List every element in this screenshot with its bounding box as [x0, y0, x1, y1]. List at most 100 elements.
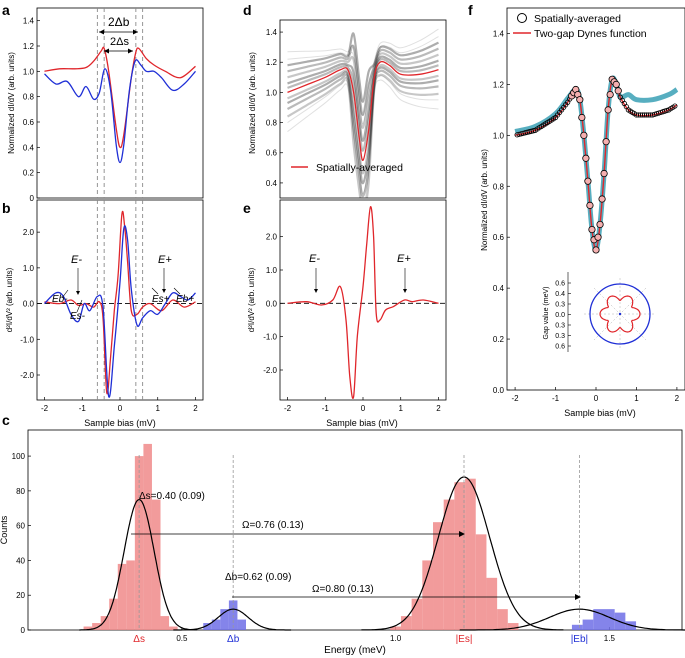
y-tick-label: 1.2 [23, 42, 35, 51]
data-point [594, 233, 602, 241]
y-tick-label: 1.4 [493, 29, 505, 38]
histogram-bar [117, 563, 127, 630]
panel-d-legend-label: Spatially-averaged [316, 162, 403, 174]
y-tick-label: 0.6 [23, 118, 35, 127]
data-point [586, 201, 594, 209]
spectrum-trace [287, 32, 439, 103]
annotation-eb-minus: Eb- [52, 294, 68, 305]
x-tick-label: 0 [118, 404, 123, 413]
x-tick-label: 1.5 [604, 634, 616, 643]
panel-e: -2.0 -1.0 0.0 1.0 2.0 -2 -1 0 1 2 d²I/dV² (arb. … [247, 199, 447, 428]
histogram-bar [92, 623, 101, 630]
panel-a-y-axis: 0 0.2 0.4 0.6 0.8 1.0 1.2 1.4 [23, 17, 40, 203]
spectrum-trace [286, 73, 439, 198]
gap-arrow-s [104, 48, 133, 54]
data-point [588, 225, 596, 234]
panel-f-x-axis: -2 -1 0 1 2 [512, 387, 680, 403]
x-tick-label: -2 [41, 404, 49, 413]
inset-tick-label: 0.3 [555, 323, 565, 330]
panel-f-xlabel: Sample bias (mV) [564, 408, 636, 418]
x-tick-label: 1.0 [390, 634, 402, 643]
y-tick-label: 0.4 [266, 179, 278, 188]
panel-a-series [44, 46, 196, 164]
histogram-bar [443, 499, 455, 630]
inset-tick-label: 0.3 [555, 333, 565, 340]
gaussian-fit-curve [173, 608, 292, 631]
annotation-delta-b: Δb=0.62 (0.09) [225, 572, 291, 583]
series-line-blue [44, 225, 196, 398]
x-tick-label: 1 [634, 394, 639, 403]
panel-label-a: a [2, 2, 10, 18]
series-line-blue [44, 59, 196, 164]
data-point [580, 131, 588, 139]
panel-c-ylabel: Counts [0, 515, 9, 544]
panel-label-b: b [2, 200, 11, 216]
data-point [592, 246, 600, 254]
inset-blue-circle [589, 283, 651, 345]
y-tick-label: 0.0 [493, 386, 505, 395]
panel-f-legend-label-1: Two-gap Dynes function [534, 28, 647, 40]
panel-b-x-axis: -2 -1 0 1 2 [41, 397, 198, 413]
gaussian-fit-curve [459, 608, 685, 631]
panel-d-y-axis: 0.4 0.6 0.8 1.0 1.2 1.4 [266, 28, 283, 188]
x-tick-label: -1 [79, 404, 87, 413]
spectrum-trace-faint [287, 36, 439, 125]
histogram-bar [507, 623, 519, 630]
annotation-omega-b: Ω=0.80 (0.13) [312, 584, 374, 595]
panel-e-ylabel: d²I/dV² (arb. units) [247, 267, 256, 332]
inset-red-flower [599, 295, 641, 333]
x-tick-label: -1 [322, 404, 330, 413]
y-tick-label: 0 [30, 194, 35, 203]
annotation-omega-s: Ω=0.76 (0.13) [242, 520, 304, 531]
y-tick-label: 1.2 [266, 58, 278, 67]
x-tick-label: -2 [284, 404, 292, 413]
y-tick-label: 1.0 [266, 266, 278, 275]
panel-d: 0.4 0.6 0.8 1.0 1.2 1.4 Normalized dI/dV (arb… [248, 19, 447, 199]
panel-f-teal-band [514, 75, 679, 253]
y-tick-label: 0.4 [493, 284, 505, 293]
data-point [614, 87, 622, 95]
panel-b-xlabel: Sample bias (mV) [84, 418, 156, 428]
spectrum-trace [287, 63, 439, 175]
panel-c-mean-lines [138, 455, 580, 630]
inset-tick-label: 0.6 [555, 344, 565, 351]
panel-b: -2.0 -1.0 0.0 1.0 2.0 -2 -1 0 1 2 d²I/dV² (arb. … [5, 199, 204, 428]
panel-c-frame [27, 429, 683, 631]
inset-tick-label: 0.0 [555, 312, 565, 319]
panel-b-y-axis: -2.0 -1.0 0.0 1.0 2.0 [20, 228, 40, 380]
annotation-delta-s: Δs=0.40 (0.09) [139, 491, 205, 502]
histogram-bar [220, 609, 229, 630]
data-point [606, 90, 614, 99]
y-tick-label: 1.0 [266, 88, 278, 97]
panel-f-data-points [514, 75, 678, 254]
x-tick-label: 2 [675, 394, 680, 403]
histogram-bar [454, 482, 466, 630]
y-tick-label: 80 [16, 487, 25, 496]
y-tick-label: 0.0 [23, 300, 35, 309]
y-tick-label: -1.0 [20, 335, 34, 344]
data-point [578, 113, 586, 122]
histogram-bar [169, 626, 178, 630]
histogram-bar [100, 616, 110, 630]
panel-f: 0.0 0.2 0.4 0.6 0.8 1.0 1.2 1.4 -2 -1 0 1 2 Normali… [480, 7, 685, 418]
histogram-bar [582, 619, 594, 630]
series-line-spatiallyaveraged [287, 206, 439, 399]
data-point [596, 220, 604, 229]
panel-d-legend: Spatially-averaged [291, 162, 403, 174]
annotation-es-minus: Es- [70, 311, 86, 322]
panel-f-y-axis: 0.0 0.2 0.4 0.6 0.8 1.0 1.2 1.4 [493, 29, 510, 395]
x-tick-label: 2 [193, 404, 198, 413]
data-point [582, 154, 590, 162]
inset-tick-label: 0.4 [555, 291, 565, 298]
spectrum-trace [286, 69, 439, 198]
series-line-spatiallyaveraged [287, 60, 439, 161]
data-point [602, 138, 610, 146]
histogram-bar [83, 626, 93, 630]
panel-d-spectra-band [286, 28, 439, 198]
series-line-twogapdynesfunction [514, 77, 678, 251]
data-point [576, 96, 584, 104]
x-tick-label: 0.5 [176, 634, 188, 643]
y-tick-label: 0.6 [493, 233, 505, 242]
panel-label-d: d [243, 2, 252, 18]
omega-arrow-s [131, 531, 465, 537]
